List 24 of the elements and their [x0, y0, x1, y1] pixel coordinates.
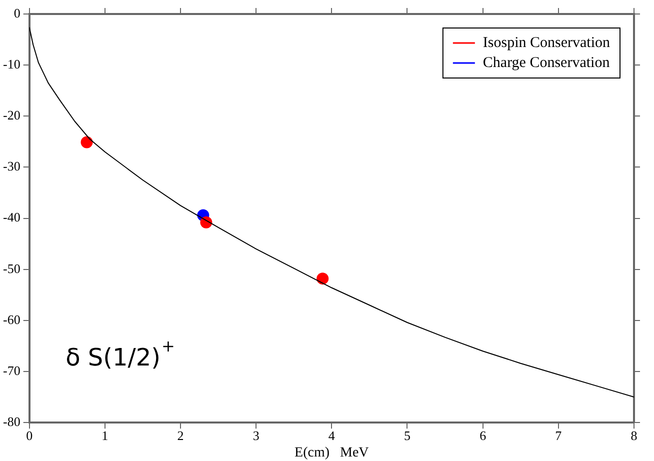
- y-tick-label: -50: [2, 260, 20, 276]
- x-axis-title: E(cm) MeV: [294, 445, 369, 460]
- y-tick-label: -10: [2, 56, 20, 72]
- x-tick-label: 3: [252, 428, 260, 443]
- point: [80, 136, 93, 148]
- point: [316, 272, 329, 285]
- annotation: δ S(1/2)+: [66, 336, 175, 372]
- x-tick-label: 2: [177, 428, 184, 443]
- y-tick-label: -40: [2, 210, 20, 225]
- legend-label: Isospin Conservation: [482, 34, 610, 51]
- y-tick-label: 0: [14, 5, 20, 20]
- y-tick-label: -80: [2, 414, 20, 430]
- y-tick-label: -70: [2, 362, 20, 378]
- y-tick-label: -20: [2, 108, 20, 123]
- legend-label: Charge Conservation: [482, 54, 610, 71]
- x-tick-label: 6: [480, 428, 487, 443]
- x-tick-label: 0: [26, 428, 33, 443]
- y-tick-label: -60: [2, 312, 20, 327]
- x-tick-label: 8: [630, 428, 638, 443]
- x-tick-label: 5: [404, 428, 410, 443]
- x-tick-label: 1: [102, 428, 108, 443]
- x-tick-label: 7: [555, 428, 562, 443]
- y-tick-label: -30: [2, 158, 20, 174]
- x-tick-label: 4: [328, 428, 336, 443]
